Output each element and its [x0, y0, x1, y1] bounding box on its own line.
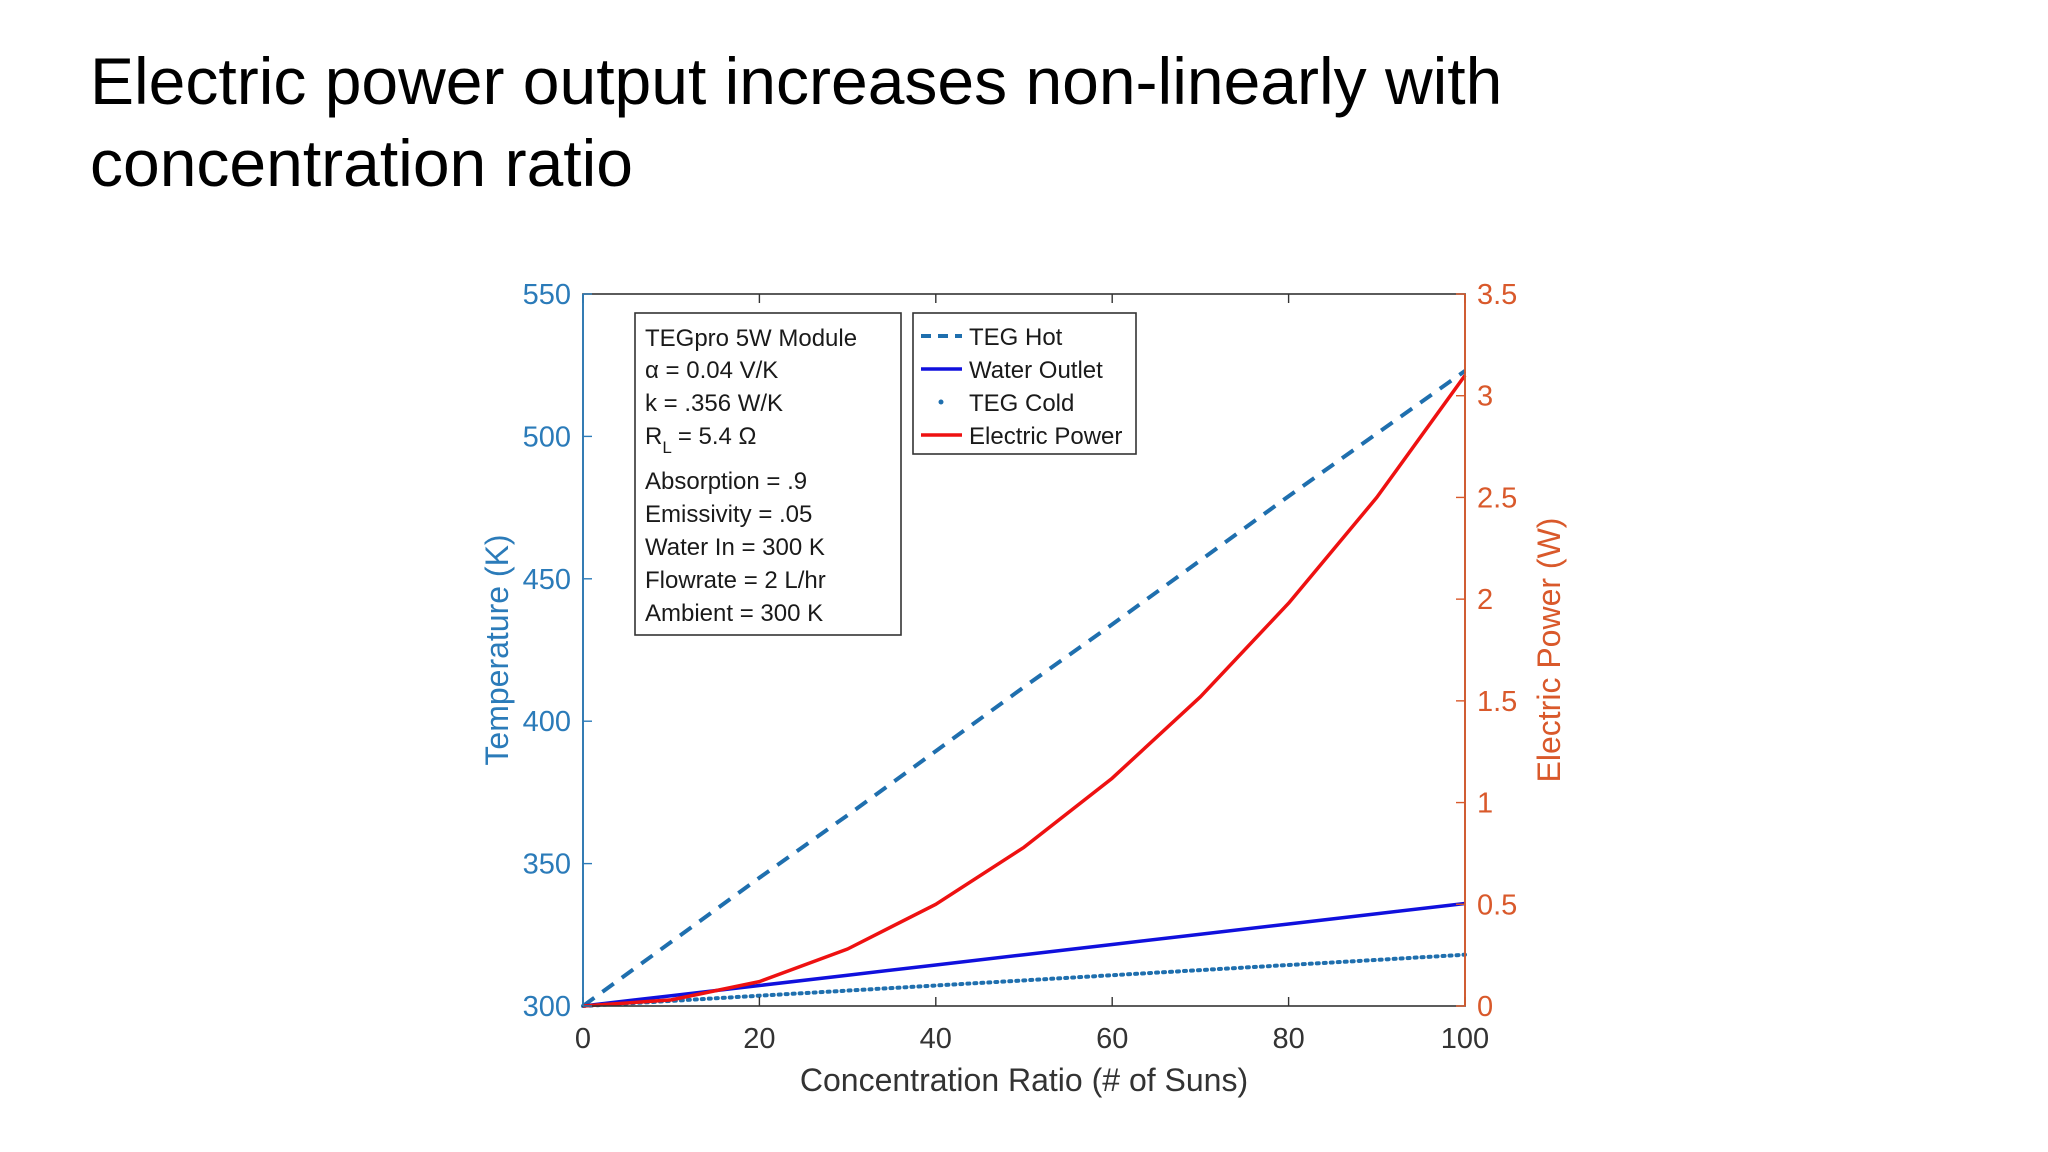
- param-flowrate: Flowrate = 2 L/hr: [645, 567, 826, 594]
- legend-swatch-teg-cold: [938, 399, 944, 405]
- y-right-tick-label-0: 0: [1477, 991, 1493, 1023]
- param-ambient: Ambient = 300 K: [645, 600, 823, 627]
- y-left-tick-label-450: 450: [523, 564, 571, 596]
- legend-frame: [912, 312, 1137, 455]
- param-rl-subscript: L: [662, 438, 671, 457]
- x-tick-label-20: 20: [743, 1023, 775, 1055]
- parameter-box-frame: [634, 312, 902, 636]
- series-line-electric-power: [582, 374, 1467, 1008]
- legend-label-water-outlet: Water Outlet: [969, 357, 1103, 384]
- y-right-tick-label-1.5: 1.5: [1477, 686, 1517, 718]
- x-tick-label-80: 80: [1272, 1023, 1304, 1055]
- param-absorption: Absorption = .9: [645, 468, 807, 495]
- y-left-tick-label-400: 400: [523, 706, 571, 738]
- x-tick-label-60: 60: [1096, 1023, 1128, 1055]
- series-line-teg-cold: [581, 952, 1467, 1008]
- legend-label-teg-cold: TEG Cold: [969, 390, 1074, 417]
- y-right-tick-label-3: 3: [1477, 381, 1493, 413]
- y-right-tick-label-3.5: 3.5: [1477, 279, 1517, 311]
- param-k: k = .356 W/K: [645, 390, 783, 417]
- series-line-teg-hot: [581, 369, 1467, 1008]
- x-tick-label-0: 0: [575, 1023, 591, 1055]
- y-left-tick-label-550: 550: [523, 279, 571, 311]
- y-right-tick-label-2: 2: [1477, 584, 1493, 616]
- param-module: TEGpro 5W Module: [645, 325, 857, 352]
- x-tick-label-100: 100: [1441, 1023, 1489, 1055]
- slide-title: Electric power output increases non-line…: [90, 44, 1503, 200]
- y-right-tick-label-2.5: 2.5: [1477, 482, 1517, 514]
- param-rl: RL = 5.4 Ω: [645, 423, 756, 457]
- parameter-box: TEGpro 5W Module α = 0.04 V/K k = .356 W…: [634, 312, 902, 636]
- y-left-tick-label-300: 300: [523, 991, 571, 1023]
- y-right-axis-title: Electric Power (W): [1531, 518, 1567, 783]
- series-layer: [581, 369, 1467, 1008]
- param-rl-symbol: R: [645, 423, 662, 450]
- y-left-axis-title: Temperature (K): [479, 534, 515, 765]
- y-left-tick-label-500: 500: [523, 421, 571, 453]
- param-emissivity: Emissivity = .05: [645, 501, 812, 528]
- x-axis-title: Concentration Ratio (# of Suns): [800, 1062, 1248, 1098]
- x-tick-label-40: 40: [920, 1023, 952, 1055]
- legend: TEG Hot Water Outlet TEG Cold Electric Powe…: [912, 312, 1137, 455]
- axes-layer: 0 20 40 60 80 100 300 350 400 450 500 550 0 0.5 1 1.5 2 2…: [479, 279, 1567, 1098]
- y-right-tick-label-0.5: 0.5: [1477, 889, 1517, 921]
- legend-label-teg-hot: TEG Hot: [969, 324, 1063, 351]
- legend-label-electric-power: Electric Power: [969, 423, 1122, 450]
- y-left-tick-label-350: 350: [523, 849, 571, 881]
- param-water-in: Water In = 300 K: [645, 534, 825, 561]
- param-rl-value: = 5.4 Ω: [678, 423, 757, 450]
- y-right-tick-label-1: 1: [1477, 788, 1493, 820]
- param-alpha: α = 0.04 V/K: [645, 357, 778, 384]
